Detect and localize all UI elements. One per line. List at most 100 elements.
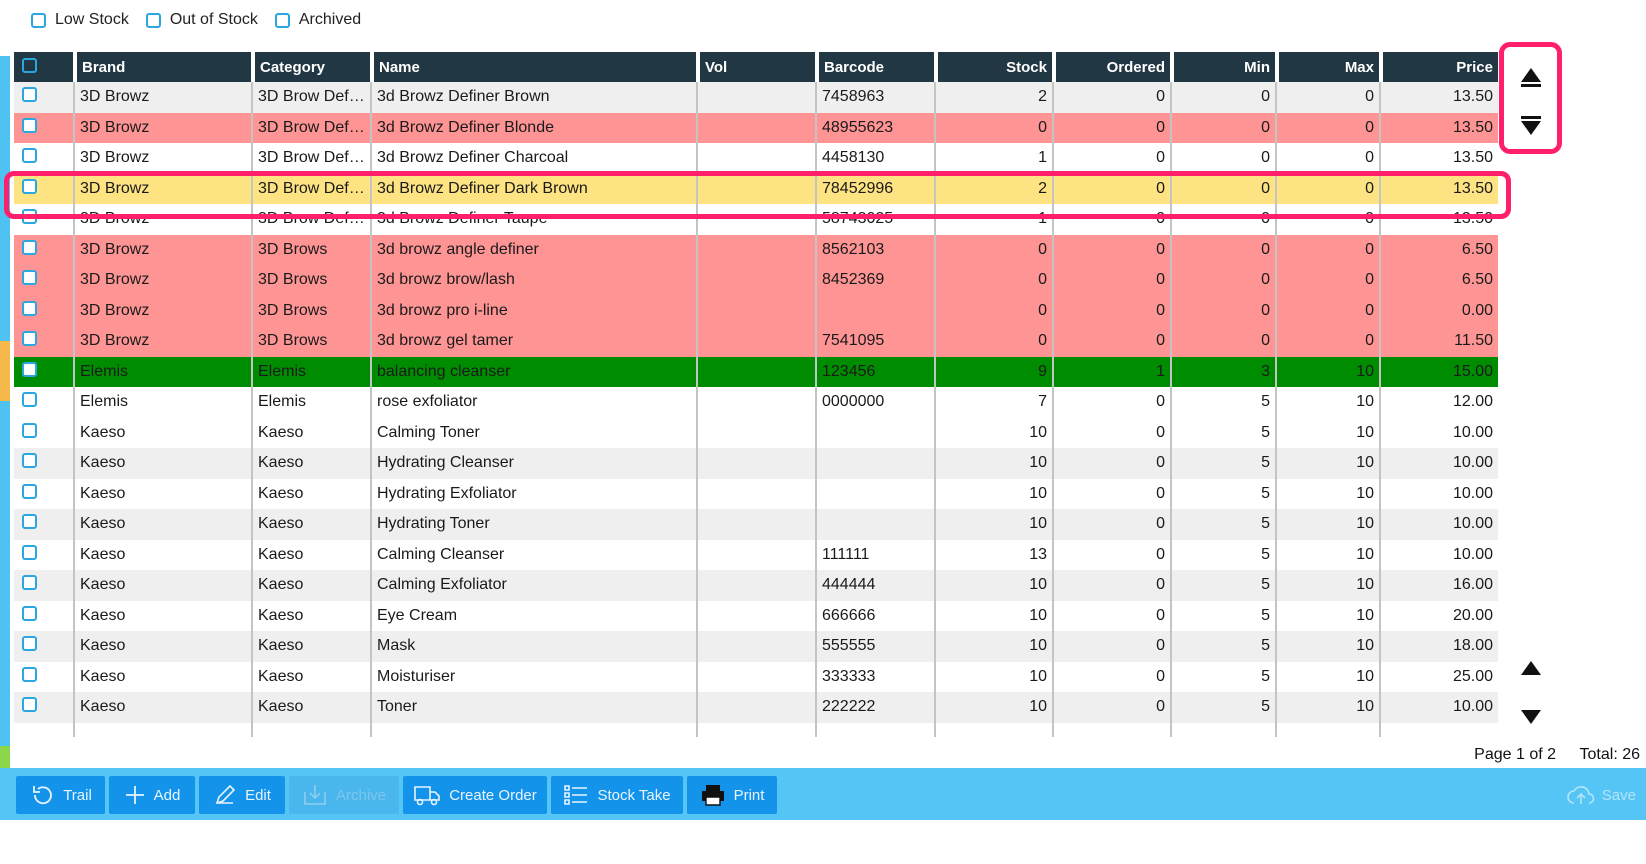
archived-checkbox[interactable] — [274, 12, 290, 28]
row-checkbox[interactable] — [22, 331, 37, 347]
table-row[interactable]: 3D Browz 3D Brows 3d browz angle definer 85… — [14, 234, 1498, 265]
column-header-price[interactable]: Price — [1379, 52, 1498, 82]
add-button[interactable]: Add — [109, 776, 195, 814]
archive-button[interactable]: Archive — [289, 776, 399, 814]
row-select-cell[interactable] — [14, 692, 73, 723]
low-stock-checkbox[interactable] — [31, 12, 46, 28]
cell-min: 5 — [1170, 570, 1275, 601]
row-checkbox[interactable] — [22, 178, 37, 194]
row-checkbox[interactable] — [22, 361, 37, 377]
table-row[interactable]: 3D Browz 3D Brow Definer 3d Browz Definer … — [14, 143, 1498, 174]
table-row[interactable]: Kaeso Kaeso Mask 555555 10 0 5 10 18.00 — [14, 631, 1498, 662]
column-header-min[interactable]: Min — [1170, 52, 1275, 82]
row-checkbox[interactable] — [22, 87, 37, 103]
row-select-cell[interactable] — [14, 112, 73, 143]
row-select-cell[interactable] — [14, 570, 73, 601]
column-header-stock[interactable]: Stock — [934, 52, 1052, 82]
table-row[interactable]: 3D Browz 3D Brow Definer 3d Browz Definer … — [14, 82, 1498, 113]
row-checkbox[interactable] — [22, 514, 37, 530]
table-row[interactable]: Kaeso Kaeso Toner 222222 10 0 5 10 10.00 — [14, 692, 1498, 723]
row-select-cell[interactable] — [14, 173, 73, 204]
stock-take-button[interactable]: Stock Take — [551, 776, 683, 814]
table-row[interactable]: 3D Browz 3D Brow Definer 3d Browz Definer … — [14, 112, 1498, 143]
row-select-cell[interactable] — [14, 539, 73, 570]
column-header-barcode[interactable]: Barcode — [815, 52, 934, 82]
out-of-stock-checkbox[interactable] — [145, 12, 161, 28]
table-row[interactable]: 3D Browz 3D Brows 3d browz pro i-line 0 0 0 0 0… — [14, 295, 1498, 326]
row-checkbox[interactable] — [22, 605, 37, 621]
table-row[interactable]: Kaeso Kaeso Calming Toner 10 0 5 10 10.00 — [14, 417, 1498, 448]
row-checkbox[interactable] — [22, 453, 37, 469]
row-select-cell[interactable] — [14, 326, 73, 357]
column-header-brand[interactable]: Brand — [73, 52, 251, 82]
cell-ordered: 0 — [1052, 631, 1170, 662]
row-checkbox[interactable] — [22, 209, 37, 225]
row-checkbox[interactable] — [22, 697, 37, 713]
filter-archived[interactable]: Archived — [274, 11, 361, 29]
column-header-max[interactable]: Max — [1275, 52, 1379, 82]
row-select-cell[interactable] — [14, 295, 73, 326]
table-row[interactable]: Kaeso Kaeso Hydrating Toner 10 0 5 10 10.00 — [14, 509, 1498, 540]
edit-button[interactable]: Edit — [199, 776, 285, 814]
select-all-checkbox[interactable] — [22, 57, 37, 73]
row-checkbox[interactable] — [22, 575, 37, 591]
table-row[interactable]: Kaeso Kaeso Hydrating Exfoliator 10 0 5 10 10.0… — [14, 478, 1498, 509]
table-row[interactable]: Elemis Elemis balancing cleanser 123456 9 1 3 1… — [14, 356, 1498, 387]
table-row[interactable]: 3D Browz 3D Brow Definer 3d Browz Definer … — [14, 173, 1498, 204]
cell-price: 13.50 — [1379, 112, 1498, 143]
table-row[interactable]: Kaeso Kaeso Calming Exfoliator 444444 10 0 5 10… — [14, 570, 1498, 601]
scroll-up-button[interactable] — [1511, 653, 1551, 683]
scroll-to-top-button[interactable] — [1511, 62, 1551, 92]
trail-button[interactable]: Trail — [16, 776, 105, 814]
row-select-cell[interactable] — [14, 234, 73, 265]
row-select-cell[interactable] — [14, 478, 73, 509]
row-checkbox[interactable] — [22, 392, 37, 408]
row-select-cell[interactable] — [14, 143, 73, 174]
table-row[interactable]: Kaeso Kaeso Calming Cleanser 111111 13 0 5 10 10… — [14, 539, 1498, 570]
create-order-button[interactable]: Create Order — [403, 776, 547, 814]
filter-out-of-stock[interactable]: Out of Stock — [145, 11, 258, 29]
cell-category: Kaeso — [251, 631, 370, 662]
column-header-ordered[interactable]: Ordered — [1052, 52, 1170, 82]
save-button[interactable]: Save — [1566, 784, 1636, 806]
cell-name: Moisturiser — [370, 661, 696, 692]
row-select-cell[interactable] — [14, 356, 73, 387]
row-select-cell[interactable] — [14, 387, 73, 418]
row-checkbox[interactable] — [22, 483, 37, 499]
cell-category: Kaeso — [251, 448, 370, 479]
row-checkbox[interactable] — [22, 270, 37, 286]
row-select-cell[interactable] — [14, 448, 73, 479]
row-select-cell[interactable] — [14, 509, 73, 540]
table-row[interactable]: Kaeso Kaeso Eye Cream 666666 10 0 5 10 20.00 — [14, 600, 1498, 631]
row-checkbox[interactable] — [22, 544, 37, 560]
scroll-down-button[interactable] — [1511, 702, 1551, 732]
row-checkbox[interactable] — [22, 148, 37, 164]
print-button[interactable]: Print — [687, 776, 777, 814]
row-select-cell[interactable] — [14, 417, 73, 448]
row-select-cell[interactable] — [14, 82, 73, 113]
row-checkbox[interactable] — [22, 422, 37, 438]
row-select-cell[interactable] — [14, 661, 73, 692]
table-row[interactable]: Kaeso Kaeso Hydrating Cleanser 10 0 5 10 10.00 — [14, 448, 1498, 479]
filter-low-stock[interactable]: Low Stock — [31, 11, 129, 29]
scroll-to-bottom-button[interactable] — [1511, 110, 1551, 140]
table-row[interactable]: 3D Browz 3D Brows 3d browz gel tamer 754109… — [14, 326, 1498, 357]
row-select-cell[interactable] — [14, 204, 73, 235]
row-checkbox[interactable] — [22, 300, 37, 316]
row-select-cell[interactable] — [14, 600, 73, 631]
table-row[interactable]: 3D Browz 3D Brows 3d browz brow/lash 845236… — [14, 265, 1498, 296]
column-header-vol[interactable]: Vol — [696, 52, 815, 82]
table-row[interactable]: Elemis Elemis rose exfoliator 0000000 7 0 5 10 1… — [14, 387, 1498, 418]
column-header-category[interactable]: Category — [251, 52, 370, 82]
select-all-header[interactable] — [14, 52, 73, 82]
table-row[interactable]: Kaeso Kaeso Moisturiser 333333 10 0 5 10 25.00 — [14, 661, 1498, 692]
row-checkbox[interactable] — [22, 239, 37, 255]
row-checkbox[interactable] — [22, 666, 37, 682]
row-checkbox[interactable] — [22, 117, 37, 133]
column-header-name[interactable]: Name — [370, 52, 696, 82]
cell-stock: 0 — [934, 295, 1052, 326]
row-checkbox[interactable] — [22, 636, 37, 652]
row-select-cell[interactable] — [14, 265, 73, 296]
row-select-cell[interactable] — [14, 631, 73, 662]
table-row[interactable]: 3D Browz 3D Brow Definer 3d Browz Definer … — [14, 204, 1498, 235]
